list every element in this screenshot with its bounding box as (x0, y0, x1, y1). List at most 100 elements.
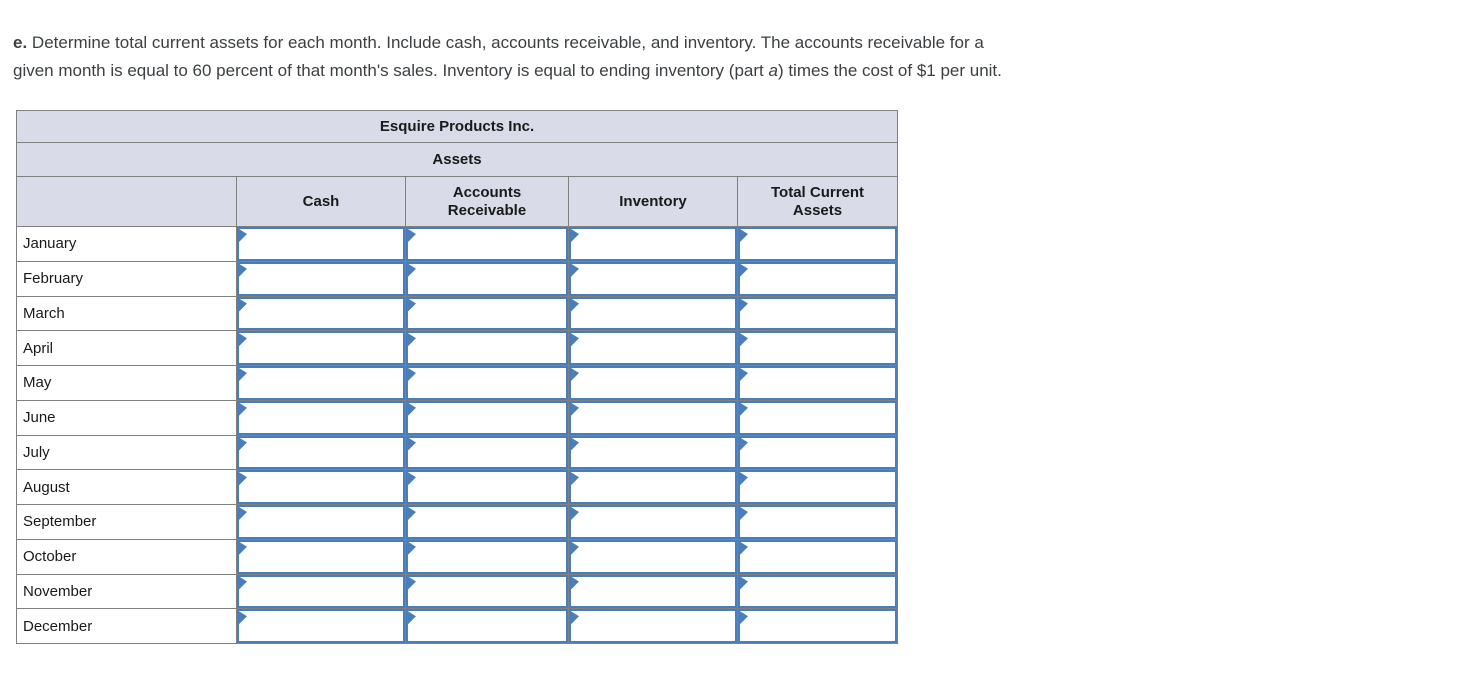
input-box[interactable] (237, 296, 405, 330)
input-cell-total-current-assets[interactable] (736, 608, 899, 644)
input-box[interactable] (237, 609, 405, 643)
input-box[interactable] (406, 366, 568, 400)
input-box[interactable] (738, 401, 897, 435)
input-cell-total-current-assets[interactable] (736, 365, 899, 401)
input-box[interactable] (738, 435, 897, 469)
input-box[interactable] (738, 331, 897, 365)
input-box[interactable] (569, 574, 737, 608)
input-cell-accounts-receivable[interactable] (405, 538, 569, 575)
input-cell-inventory[interactable] (568, 469, 738, 505)
input-box[interactable] (569, 505, 737, 539)
input-box[interactable] (406, 227, 568, 261)
input-box[interactable] (738, 262, 897, 296)
input-box[interactable] (406, 401, 568, 435)
input-box[interactable] (738, 296, 897, 330)
column-header-blank (16, 176, 237, 227)
input-cell-total-current-assets[interactable] (736, 399, 899, 436)
input-cell-cash[interactable] (236, 573, 406, 610)
input-box[interactable] (569, 540, 737, 574)
input-box[interactable] (738, 470, 897, 504)
input-box[interactable] (569, 401, 737, 435)
input-cell-inventory[interactable] (568, 538, 738, 575)
input-cell-accounts-receivable[interactable] (405, 399, 569, 436)
input-box[interactable] (569, 262, 737, 296)
input-box[interactable] (569, 331, 737, 365)
input-cell-inventory[interactable] (568, 399, 738, 436)
input-cell-cash[interactable] (236, 504, 406, 540)
input-box[interactable] (406, 262, 568, 296)
input-box[interactable] (569, 435, 737, 469)
table-row: February (16, 260, 899, 297)
input-cell-total-current-assets[interactable] (736, 434, 899, 471)
input-box[interactable] (738, 540, 897, 574)
input-cell-cash[interactable] (236, 365, 406, 401)
input-box[interactable] (569, 609, 737, 643)
input-cell-accounts-receivable[interactable] (405, 295, 569, 332)
input-box[interactable] (406, 540, 568, 574)
input-cell-accounts-receivable[interactable] (405, 608, 569, 644)
input-box[interactable] (237, 331, 405, 365)
input-cell-inventory[interactable] (568, 260, 738, 297)
input-cell-total-current-assets[interactable] (736, 469, 899, 505)
input-box[interactable] (569, 296, 737, 330)
input-box[interactable] (237, 262, 405, 296)
input-box[interactable] (237, 505, 405, 539)
input-cell-inventory[interactable] (568, 365, 738, 401)
input-box[interactable] (237, 435, 405, 469)
input-cell-inventory[interactable] (568, 330, 738, 366)
input-box[interactable] (569, 366, 737, 400)
input-cell-cash[interactable] (236, 538, 406, 575)
input-cell-accounts-receivable[interactable] (405, 260, 569, 297)
input-box[interactable] (406, 505, 568, 539)
input-cell-accounts-receivable[interactable] (405, 434, 569, 471)
input-cell-cash[interactable] (236, 469, 406, 505)
input-cell-total-current-assets[interactable] (736, 295, 899, 332)
input-cell-accounts-receivable[interactable] (405, 330, 569, 366)
input-cell-cash[interactable] (236, 295, 406, 332)
input-box[interactable] (406, 470, 568, 504)
input-cell-inventory[interactable] (568, 608, 738, 644)
input-box[interactable] (406, 574, 568, 608)
input-cell-total-current-assets[interactable] (736, 573, 899, 610)
input-cell-inventory[interactable] (568, 573, 738, 610)
input-cell-total-current-assets[interactable] (736, 260, 899, 297)
input-cell-inventory[interactable] (568, 504, 738, 540)
input-cell-accounts-receivable[interactable] (405, 469, 569, 505)
input-box[interactable] (738, 366, 897, 400)
input-cell-cash[interactable] (236, 399, 406, 436)
input-box[interactable] (406, 331, 568, 365)
input-box[interactable] (738, 505, 897, 539)
input-box[interactable] (738, 574, 897, 608)
input-cell-total-current-assets[interactable] (736, 538, 899, 575)
input-box[interactable] (237, 574, 405, 608)
input-box[interactable] (406, 435, 568, 469)
input-cell-accounts-receivable[interactable] (405, 226, 569, 262)
input-box[interactable] (237, 227, 405, 261)
input-box[interactable] (237, 470, 405, 504)
input-box[interactable] (237, 366, 405, 400)
input-cell-inventory[interactable] (568, 434, 738, 471)
input-cell-cash[interactable] (236, 434, 406, 471)
input-box[interactable] (738, 609, 897, 643)
input-cell-cash[interactable] (236, 260, 406, 297)
instruction-line2-before: given month is equal to 60 percent of th… (13, 61, 769, 80)
input-cell-total-current-assets[interactable] (736, 504, 899, 540)
input-box[interactable] (569, 227, 737, 261)
input-cell-cash[interactable] (236, 226, 406, 262)
input-box[interactable] (406, 609, 568, 643)
input-box[interactable] (406, 296, 568, 330)
input-cell-inventory[interactable] (568, 295, 738, 332)
input-box[interactable] (237, 540, 405, 574)
input-box[interactable] (738, 227, 897, 261)
input-cell-total-current-assets[interactable] (736, 226, 899, 262)
input-cell-cash[interactable] (236, 608, 406, 644)
input-cell-inventory[interactable] (568, 226, 738, 262)
response-flag-icon (239, 472, 247, 486)
input-cell-total-current-assets[interactable] (736, 330, 899, 366)
input-cell-cash[interactable] (236, 330, 406, 366)
input-cell-accounts-receivable[interactable] (405, 504, 569, 540)
input-box[interactable] (237, 401, 405, 435)
input-cell-accounts-receivable[interactable] (405, 573, 569, 610)
input-cell-accounts-receivable[interactable] (405, 365, 569, 401)
input-box[interactable] (569, 470, 737, 504)
